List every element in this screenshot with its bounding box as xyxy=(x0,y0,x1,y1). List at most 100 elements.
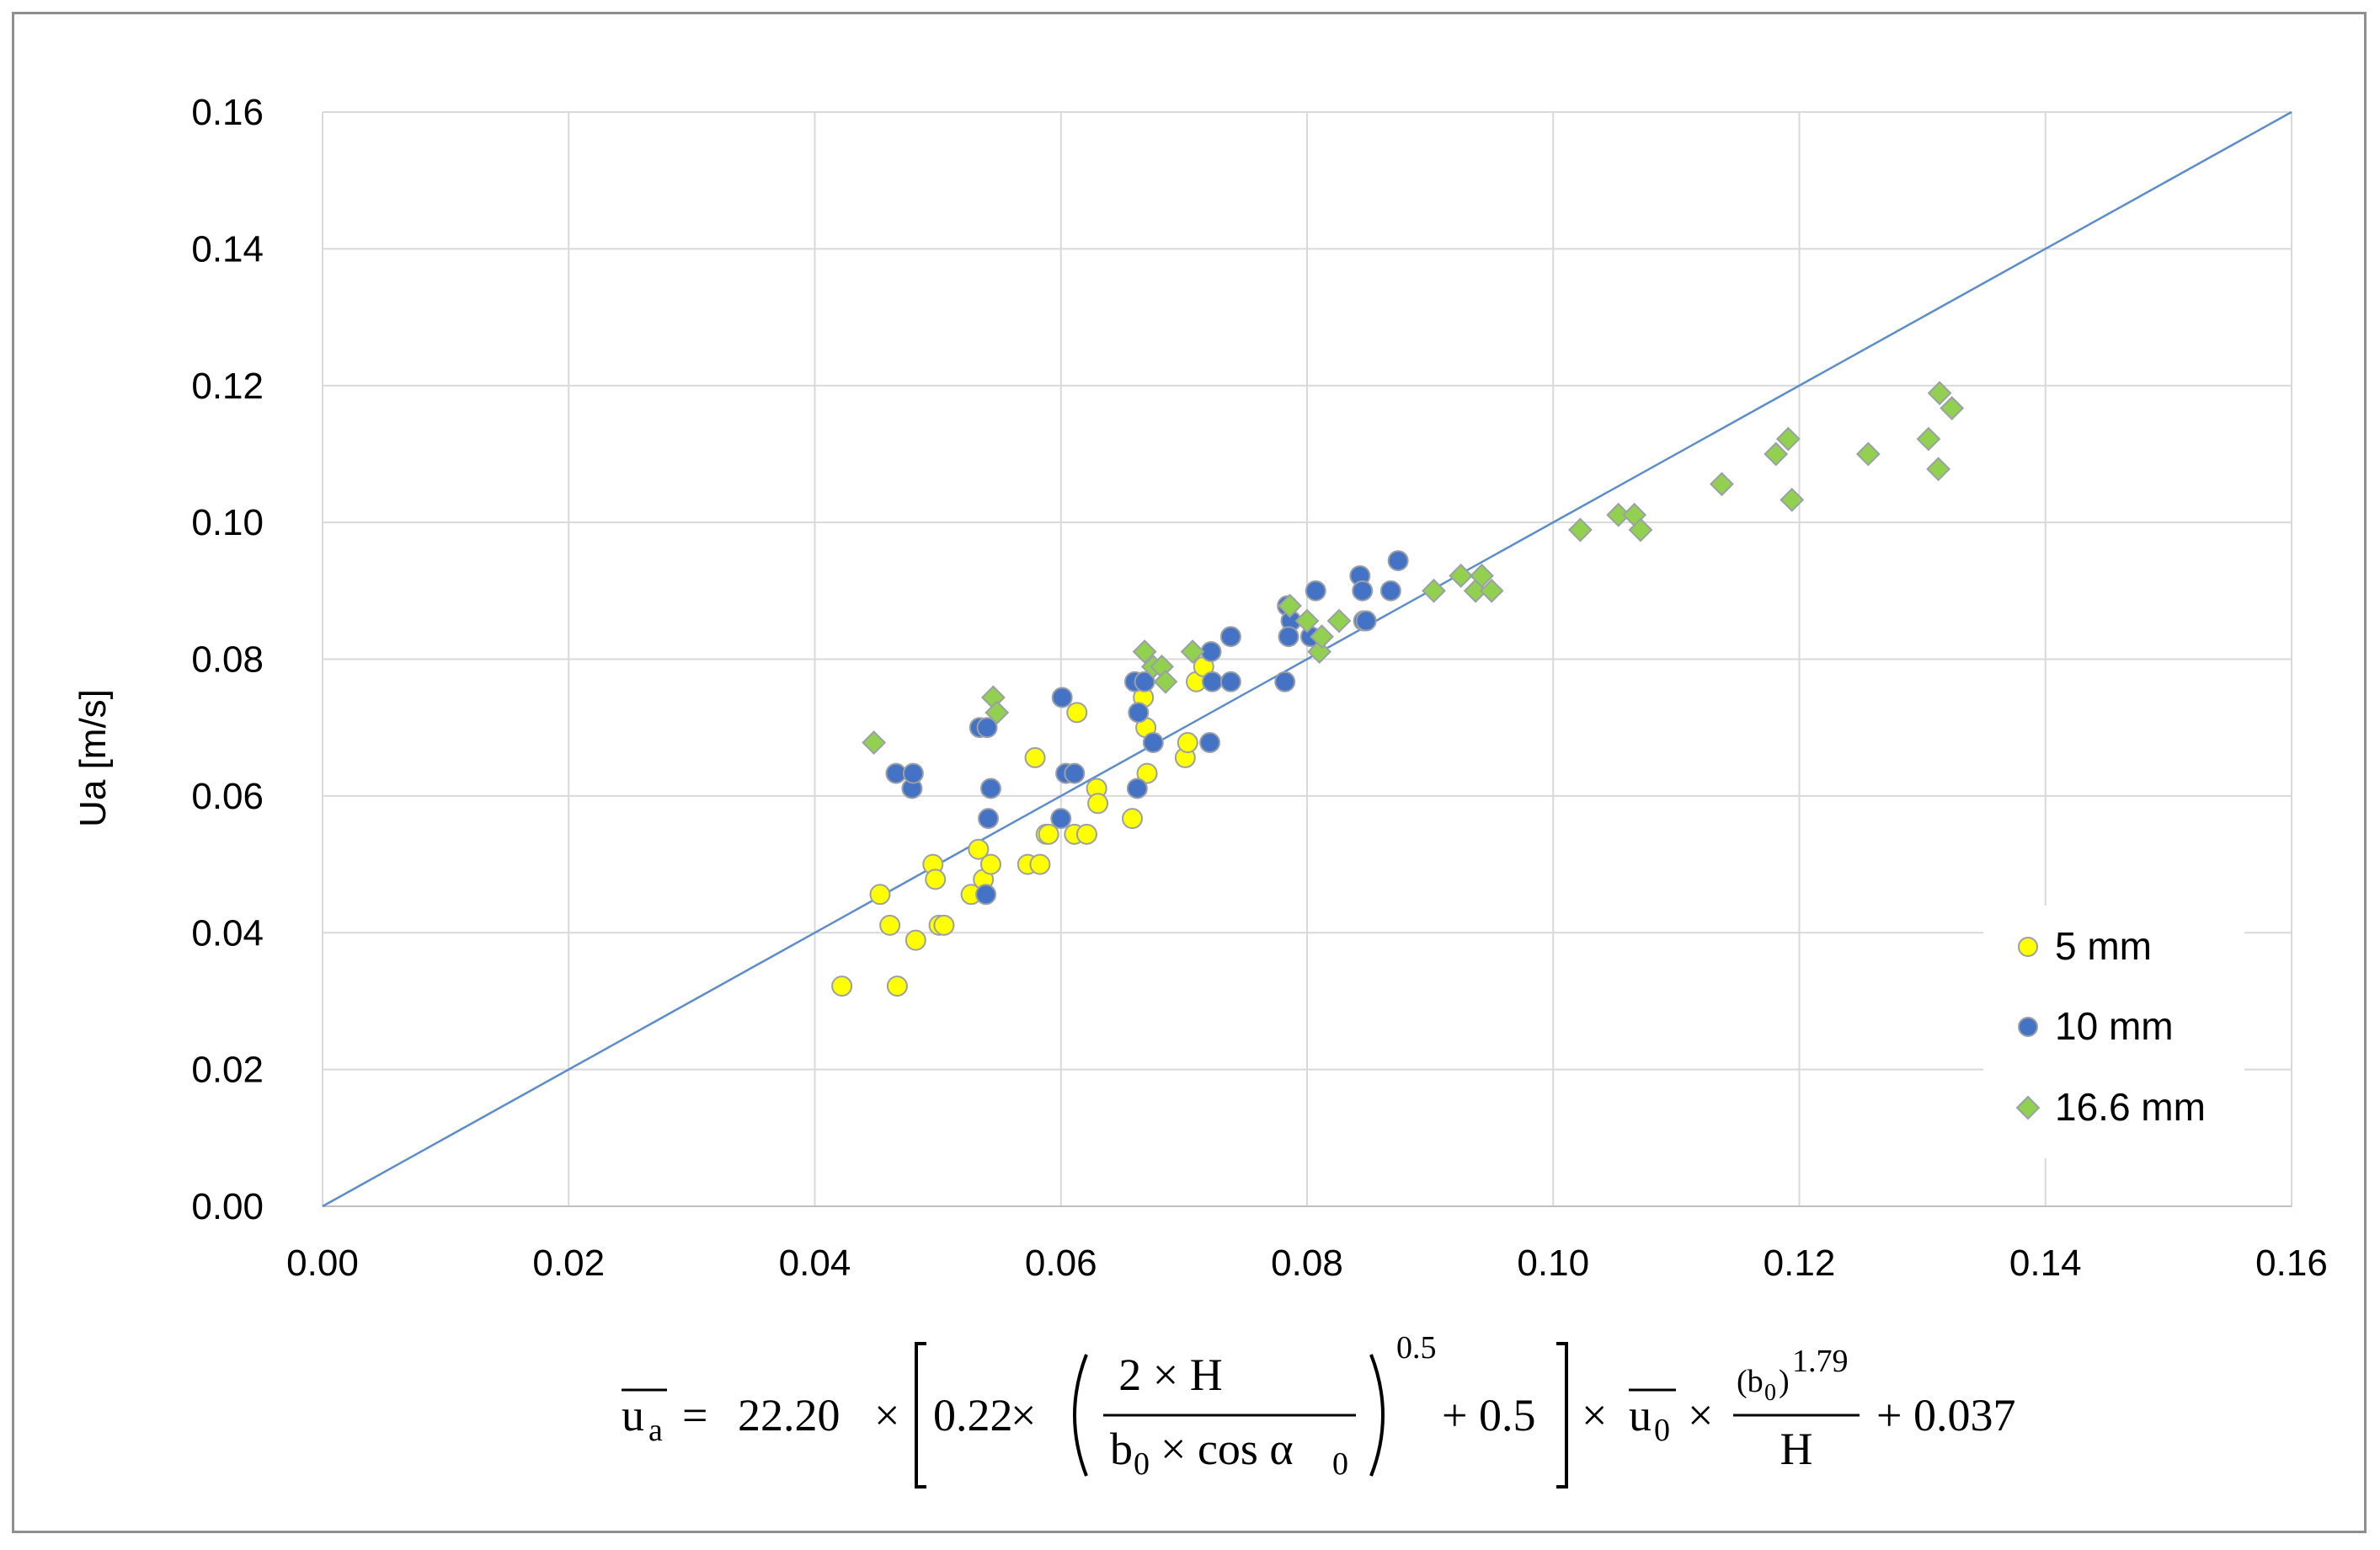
data-point xyxy=(979,778,1001,799)
data-point xyxy=(933,914,955,936)
y-tick-label: 0.16 xyxy=(191,92,264,133)
data-point xyxy=(869,884,891,906)
data-point xyxy=(1050,808,1072,830)
data-point xyxy=(902,762,924,784)
data-point xyxy=(1180,639,1205,664)
reference-line xyxy=(322,110,2292,1208)
formula-frac-num: 2 × H xyxy=(1118,1350,1222,1400)
formula-constant: + 0.037 xyxy=(1876,1390,2015,1440)
x-tick-label: 0.12 xyxy=(1764,1243,1836,1284)
data-point xyxy=(1305,580,1326,601)
data-point xyxy=(1051,687,1073,708)
data-point xyxy=(1422,578,1446,603)
formula-frac2-num-close: ) xyxy=(1779,1364,1790,1399)
data-point xyxy=(1219,671,1241,692)
data-point xyxy=(1294,608,1320,633)
data-point xyxy=(1628,517,1653,542)
legend-label-5mm: 5 mm xyxy=(2055,924,2152,968)
legend-label-10mm: 10 mm xyxy=(2055,1004,2174,1048)
data-point xyxy=(1710,472,1734,497)
data-point xyxy=(1606,502,1631,527)
series-5-mm xyxy=(831,655,1214,997)
x-axis-formula: u a = 22.20 × 0.22 × 2 × H b 0 × cos α 0… xyxy=(622,1330,2015,1489)
formula-exponent: 0.5 xyxy=(1396,1330,1437,1366)
formula-u0-sub: 0 xyxy=(1654,1413,1670,1448)
formula-times-4: × xyxy=(1688,1390,1713,1440)
data-point xyxy=(1024,746,1046,768)
data-point xyxy=(1449,564,1474,588)
data-point xyxy=(1128,702,1150,724)
data-point xyxy=(1352,580,1374,601)
formula-frac-den-b: b xyxy=(1110,1424,1133,1474)
chart-frame xyxy=(12,12,2367,1533)
x-tick-label: 0.14 xyxy=(2009,1243,2082,1284)
x-tick-label: 0.04 xyxy=(779,1243,851,1284)
data-point xyxy=(1274,671,1296,692)
legend-marker-16mm xyxy=(2015,1095,2041,1120)
data-point xyxy=(879,914,901,936)
formula-frac-den-alpha-sub: 0 xyxy=(1332,1446,1348,1482)
data-point xyxy=(1855,441,1881,467)
formula-times-3: × xyxy=(1582,1390,1607,1440)
data-point xyxy=(1775,426,1801,452)
data-point xyxy=(1940,396,1965,420)
y-tick-label: 0.08 xyxy=(191,639,264,681)
data-point xyxy=(975,884,997,906)
formula-frac2-num-b: (b xyxy=(1737,1364,1764,1399)
data-point xyxy=(976,717,998,739)
formula-right-bracket xyxy=(1556,1342,1568,1489)
x-tick-label: 0.06 xyxy=(1025,1243,1097,1284)
formula-times-2: × xyxy=(1011,1390,1036,1440)
formula-frac2-den: H xyxy=(1780,1424,1813,1474)
legend: 5 mm 10 mm 16.6 mm xyxy=(1983,906,2244,1158)
data-point xyxy=(978,808,1000,830)
formula-ua-sub: a xyxy=(648,1413,663,1448)
data-point xyxy=(1470,564,1494,588)
data-point xyxy=(1066,702,1088,724)
legend-label-16-6mm: 16.6 mm xyxy=(2055,1085,2206,1129)
data-point xyxy=(1038,823,1059,845)
data-point xyxy=(1136,762,1158,784)
data-point xyxy=(979,853,1001,875)
data-point xyxy=(1387,550,1409,572)
x-tick-label: 0.10 xyxy=(1517,1243,1589,1284)
data-point xyxy=(1219,626,1241,648)
data-point xyxy=(1278,626,1299,648)
data-point xyxy=(985,700,1010,725)
data-point xyxy=(1927,381,1952,406)
data-point xyxy=(1153,669,1178,694)
data-point xyxy=(1029,853,1051,875)
formula-left-bracket xyxy=(915,1342,926,1489)
x-axis-ticks: 0.00 0.02 0.04 0.06 0.08 0.10 0.12 0.14 0.16 xyxy=(286,1243,2328,1284)
formula-inner-coef: 0.22 xyxy=(933,1390,1013,1440)
data-point xyxy=(1567,517,1593,542)
data-point xyxy=(1064,762,1086,784)
formula-frac-den-b-sub: 0 xyxy=(1134,1446,1150,1482)
data-point xyxy=(1142,732,1164,754)
data-point xyxy=(1126,778,1148,799)
data-point xyxy=(1310,624,1334,649)
data-points xyxy=(831,381,1965,997)
x-tick-label: 0.02 xyxy=(532,1243,605,1284)
x-tick-label: 0.08 xyxy=(1271,1243,1343,1284)
data-point xyxy=(1307,639,1332,664)
data-point xyxy=(1355,610,1377,632)
formula-right-paren xyxy=(1369,1354,1385,1477)
data-point xyxy=(886,975,908,997)
data-point xyxy=(1075,823,1097,845)
data-point xyxy=(1916,426,1941,452)
data-point xyxy=(1087,793,1109,815)
formula-coef: 22.20 xyxy=(738,1390,840,1440)
data-point xyxy=(905,929,926,951)
data-point xyxy=(862,730,887,755)
formula-left-paren xyxy=(1073,1354,1088,1477)
formula-ua: u xyxy=(622,1390,644,1440)
data-point xyxy=(925,869,947,890)
data-point xyxy=(1926,457,1951,482)
formula-u0: u xyxy=(1629,1390,1652,1440)
x-tick-label: 0.00 xyxy=(286,1243,359,1284)
data-point xyxy=(1780,487,1805,512)
formula-frac2-exp: 1.79 xyxy=(1792,1344,1849,1379)
formula-equals: = xyxy=(682,1390,707,1440)
